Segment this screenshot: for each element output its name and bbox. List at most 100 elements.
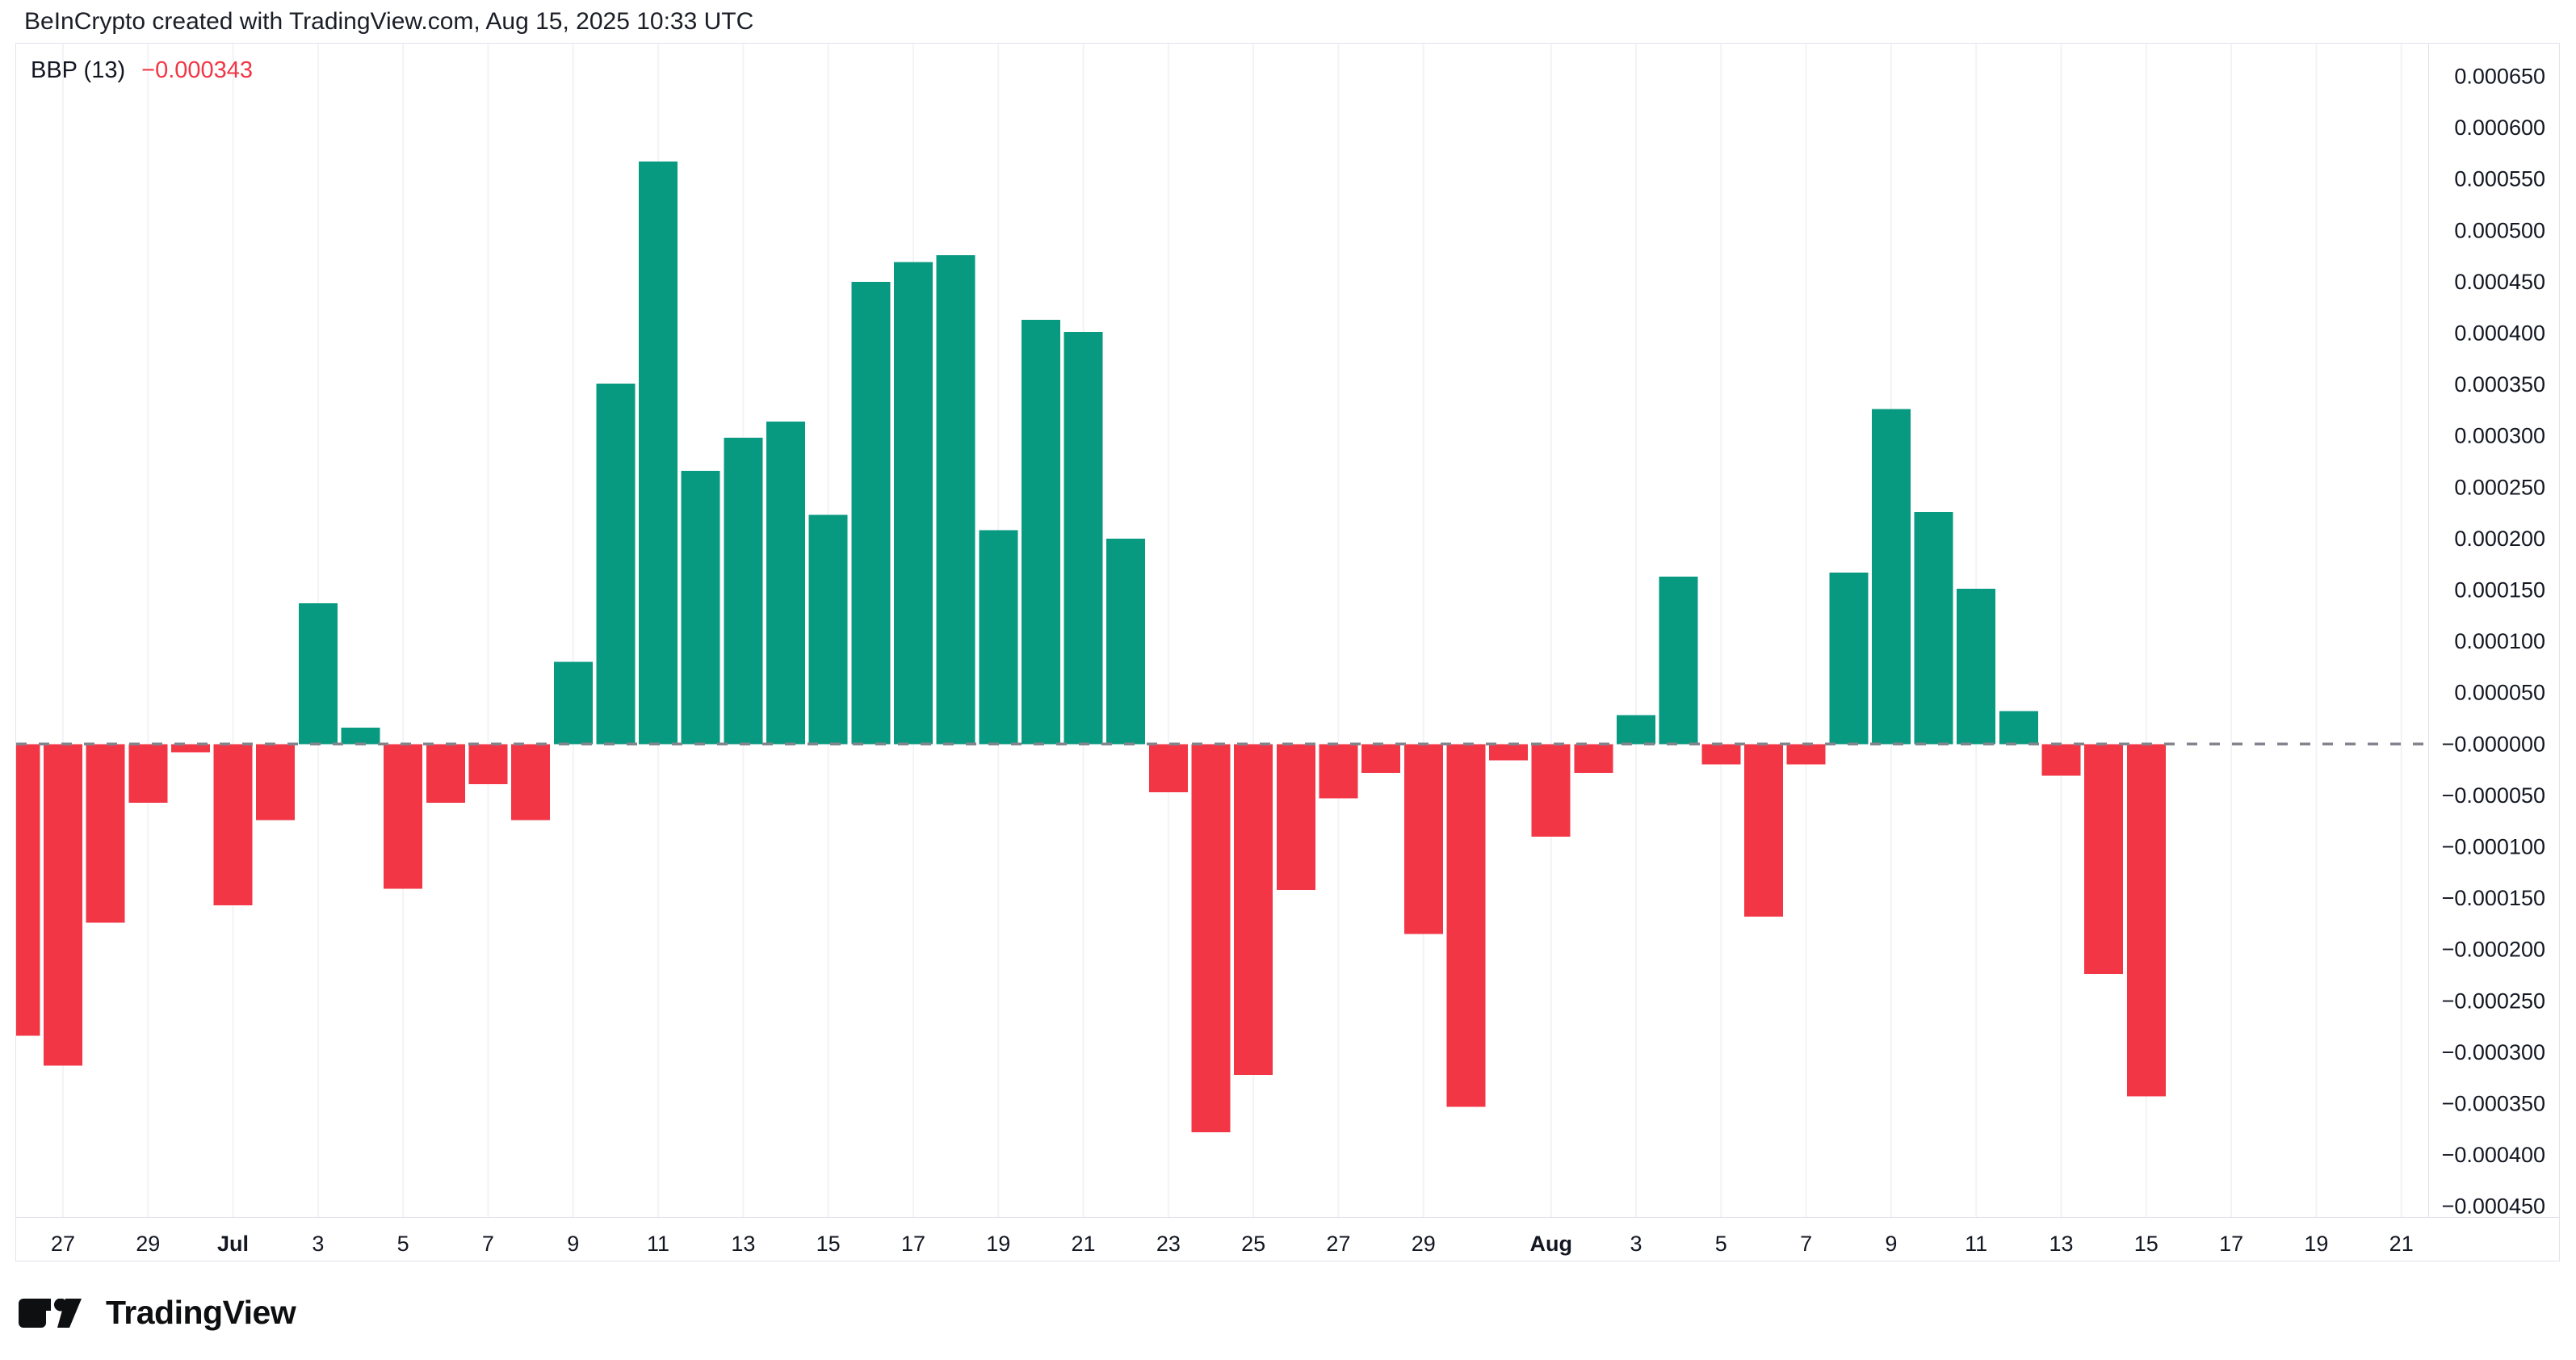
price-axis-label: 0.000500 <box>2454 218 2545 242</box>
price-axis-label: 0.000450 <box>2454 270 2545 294</box>
indicator-legend: BBP (13) −0.000343 <box>31 57 253 83</box>
histogram-bar[interactable] <box>724 438 763 745</box>
histogram-bar[interactable] <box>256 744 296 821</box>
histogram-bar[interactable] <box>86 744 125 923</box>
histogram-bar[interactable] <box>1999 711 2038 745</box>
histogram-bar[interactable] <box>213 744 253 906</box>
time-axis-label: 17 <box>901 1232 925 1256</box>
price-axis-label: 0.000400 <box>2454 321 2545 346</box>
histogram-bar[interactable] <box>341 727 380 745</box>
histogram-bar[interactable] <box>766 421 805 745</box>
histogram-bar[interactable] <box>936 254 975 745</box>
time-axis[interactable]: 27 29 Jul 3 5 7 9 11 13 15 17 19 21 23 25 27 29 Aug 3 5 7 9 11… <box>51 1232 2414 1256</box>
watermark-title: BeInCrypto created with TradingView.com,… <box>24 8 754 35</box>
histogram-bar[interactable] <box>1914 511 1953 745</box>
histogram-bar[interactable] <box>1106 538 1146 745</box>
price-axis-label: −0.000300 <box>2442 1040 2545 1064</box>
time-axis-label: Aug <box>1529 1232 1571 1256</box>
tradingview-wordmark: TradingView <box>106 1294 296 1331</box>
price-axis-label: 0.000350 <box>2454 372 2545 397</box>
time-axis-label: 13 <box>731 1232 755 1256</box>
histogram-bar[interactable] <box>511 744 551 821</box>
time-axis-label: 7 <box>1800 1232 1812 1256</box>
histogram-bar[interactable] <box>2126 744 2166 1097</box>
histogram-bar[interactable] <box>1 744 40 1036</box>
histogram-bar[interactable] <box>1743 744 1783 917</box>
histogram-bar[interactable] <box>2084 744 2124 975</box>
histogram-bar[interactable] <box>1148 744 1188 793</box>
histogram-bar[interactable] <box>1446 744 1486 1107</box>
histogram-bar[interactable] <box>128 744 168 803</box>
histogram-bar[interactable] <box>1276 744 1315 890</box>
histogram-bar[interactable] <box>1489 744 1529 761</box>
price-axis-label: −0.000150 <box>2442 886 2545 910</box>
price-axis-label: −0.000050 <box>2442 783 2545 808</box>
price-axis-label: −0.000400 <box>2442 1143 2545 1167</box>
histogram-bar[interactable] <box>1957 589 1996 745</box>
histogram-bar[interactable] <box>808 514 848 745</box>
histogram-bar[interactable] <box>1361 744 1401 773</box>
time-axis-label: 3 <box>312 1232 324 1256</box>
price-axis[interactable]: 0.000650 0.000600 0.000550 0.000500 0.000450… <box>2442 65 2545 1219</box>
price-axis-label: −0.000450 <box>2442 1194 2545 1219</box>
time-axis-label: 23 <box>1156 1232 1181 1256</box>
histogram-bar[interactable] <box>1234 744 1273 1075</box>
histogram-bar[interactable] <box>639 162 678 745</box>
time-axis-label: 3 <box>1630 1232 1642 1256</box>
price-axis-label: 0.000100 <box>2454 629 2545 653</box>
time-axis-label: 21 <box>1072 1232 1096 1256</box>
tradingview-mark-icon <box>19 1298 82 1328</box>
time-axis-label: 11 <box>647 1232 669 1256</box>
histogram-bar[interactable] <box>596 383 636 745</box>
histogram-bar[interactable] <box>1617 715 1655 745</box>
histogram-bars <box>1 162 2166 1133</box>
histogram-bar[interactable] <box>1786 744 1826 765</box>
tradingview-logo[interactable]: TradingView <box>19 1294 296 1332</box>
histogram-bar[interactable] <box>1659 576 1698 745</box>
histogram-bar[interactable] <box>553 661 593 745</box>
time-axis-label: 13 <box>2049 1232 2073 1256</box>
histogram-bar[interactable] <box>468 744 508 784</box>
time-axis-label: 29 <box>136 1232 160 1256</box>
price-axis-label: 0.000150 <box>2454 578 2545 602</box>
price-axis-label: −0.000250 <box>2442 989 2545 1013</box>
histogram-bar[interactable] <box>1701 744 1741 765</box>
time-axis-label: 19 <box>986 1232 1010 1256</box>
histogram-bar[interactable] <box>1191 744 1231 1133</box>
histogram-bar[interactable] <box>2041 744 2081 776</box>
histogram-bar[interactable] <box>893 262 933 745</box>
price-axis-label: −0.000100 <box>2442 835 2545 859</box>
indicator-value: −0.000343 <box>141 57 254 83</box>
histogram-bar[interactable] <box>1021 319 1060 745</box>
time-axis-label: 21 <box>2389 1232 2414 1256</box>
time-axis-label: 27 <box>1326 1232 1350 1256</box>
price-axis-label: 0.000050 <box>2454 681 2545 705</box>
histogram-bar[interactable] <box>851 281 891 745</box>
time-axis-label: 11 <box>1965 1232 1987 1256</box>
indicator-name[interactable]: BBP (13) <box>31 57 126 83</box>
histogram-bar[interactable] <box>43 744 82 1066</box>
time-axis-label: 15 <box>816 1232 841 1256</box>
histogram-bar[interactable] <box>384 744 423 889</box>
price-axis-label: 0.000650 <box>2454 65 2545 89</box>
price-axis-label: −0.000350 <box>2442 1092 2545 1116</box>
histogram-bar[interactable] <box>298 603 338 745</box>
price-axis-label: 0.000200 <box>2454 527 2545 551</box>
histogram-bar[interactable] <box>1064 332 1103 745</box>
histogram-bar[interactable] <box>170 744 210 753</box>
histogram-bar[interactable] <box>426 744 465 803</box>
time-axis-label: 27 <box>51 1232 75 1256</box>
histogram-bar[interactable] <box>979 530 1018 745</box>
histogram-bar[interactable] <box>681 470 720 745</box>
price-axis-label: 0.000300 <box>2454 424 2545 448</box>
histogram-bar[interactable] <box>1574 744 1613 773</box>
histogram-bar[interactable] <box>1403 744 1443 934</box>
time-axis-label: 15 <box>2134 1232 2159 1256</box>
histogram-bar[interactable] <box>1829 572 1869 745</box>
time-axis-label: 9 <box>1885 1232 1897 1256</box>
histogram-bar[interactable] <box>1531 744 1571 837</box>
histogram-bar[interactable] <box>1319 744 1358 799</box>
price-axis-label: 0.000550 <box>2454 167 2545 191</box>
histogram-bar[interactable] <box>1871 409 1911 745</box>
